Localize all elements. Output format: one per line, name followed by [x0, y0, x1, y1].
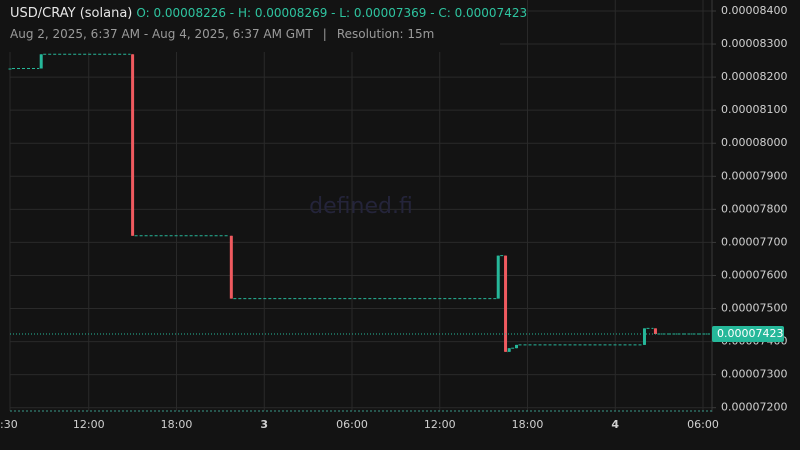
last-price-tag [712, 325, 784, 342]
y-tick-label: 0.00007500 [721, 302, 787, 315]
candle-body [496, 255, 500, 299]
x-tick-label: 06:00 [687, 418, 719, 431]
y-tick-label: 0.00007700 [721, 235, 787, 248]
y-tick-label: 0.00007300 [721, 368, 787, 381]
header-row: Aug 2, 2025, 6:37 AM - Aug 4, 2025, 6:37… [10, 27, 500, 41]
y-tick-label: 0.00008400 [721, 4, 787, 17]
y-tick-label: 0.00007900 [721, 169, 787, 182]
candle-body [8, 68, 12, 70]
watermark: defined.fi [309, 194, 413, 219]
candle-body [642, 328, 646, 345]
y-tick-label: 0.00008300 [721, 37, 787, 50]
legend-header: USD/CRAY (solana) O: 0.00008226 - H: 0.00… [0, 0, 527, 52]
candle-body [515, 344, 519, 349]
x-tick-label: 06:00 [336, 418, 368, 431]
candle-body [229, 235, 233, 299]
y-tick-label: 0.00008000 [721, 136, 787, 149]
x-tick-label: 12:00 [424, 418, 456, 431]
x-tick-label: 4 [611, 418, 619, 431]
candle-body [504, 255, 508, 352]
date-range: Aug 2, 2025, 6:37 AM - Aug 4, 2025, 6:37… [10, 27, 313, 41]
candle-body [39, 54, 43, 69]
symbol-title: USD/CRAY (solana) [10, 6, 133, 21]
candle-body [131, 54, 135, 236]
y-tick-label: 0.00008100 [721, 103, 787, 116]
header-row: USD/CRAY (solana) O: 0.00008226 - H: 0.00… [10, 6, 527, 21]
y-tick-label: 0.00007600 [721, 268, 787, 281]
x-tick-label: 18:00 [512, 418, 544, 431]
separator: | [322, 27, 327, 41]
x-tick-label: 18:00 [161, 418, 193, 431]
candle-body [653, 328, 657, 334]
x-tick-label: 3 [260, 418, 268, 431]
resolution: Resolution: 15m [336, 27, 435, 41]
x-tick-label: :30 [0, 418, 18, 431]
y-tick-label: 0.00008200 [721, 70, 787, 83]
last-price-label: 0.00007423 [717, 327, 783, 340]
y-tick-label: 0.00007800 [721, 202, 787, 215]
x-tick-label: 12:00 [73, 418, 105, 431]
y-tick-label: 0.00007200 [721, 401, 787, 414]
candle-body [507, 348, 511, 352]
ohlc-values: O: 0.00008226 - H: 0.00008269 - L: 0.000… [136, 6, 528, 20]
